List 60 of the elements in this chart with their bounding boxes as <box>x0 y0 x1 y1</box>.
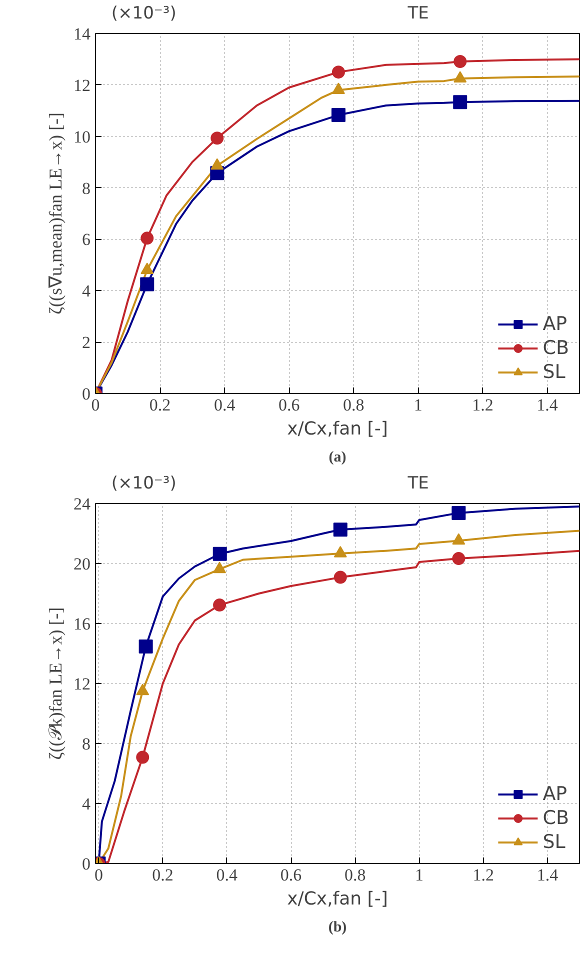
y-tick-label: 6 <box>82 230 90 250</box>
y-tick-label: 16 <box>74 614 90 634</box>
x-tick-label: 0.8 <box>344 866 366 884</box>
point <box>331 108 346 122</box>
point <box>452 552 466 566</box>
point <box>212 546 227 561</box>
x-tick-label: 1.2 <box>472 866 494 884</box>
x-axis-title: x/Cx,fan [-] <box>287 888 388 910</box>
x-tick-label: 1.4 <box>536 866 559 884</box>
x-tick-label: 0.6 <box>278 396 300 414</box>
point <box>210 158 224 170</box>
y-tick-label: 12 <box>74 674 90 694</box>
x-tick-label: 1 <box>414 396 422 414</box>
x-tick-label: 0 <box>94 866 103 884</box>
point <box>213 598 226 612</box>
point <box>332 66 345 79</box>
text: TE <box>406 474 429 494</box>
legend-label: CB <box>542 807 569 829</box>
x-tick-label: 0.6 <box>280 866 302 884</box>
legend-label: SL <box>542 831 566 853</box>
x-tick-label: 1.2 <box>472 396 494 414</box>
legend-label: SL <box>542 361 566 383</box>
y-tick-label: 4 <box>82 282 91 301</box>
x-axis-title: x/Cx,fan [-] <box>287 418 388 440</box>
y-tick-label: 2 <box>82 333 90 352</box>
x-tick-label: 0.4 <box>216 866 238 884</box>
legend-label: CB <box>542 337 569 359</box>
y-tick-label: 8 <box>82 734 90 754</box>
point <box>454 55 467 68</box>
point <box>453 95 468 110</box>
text: (b) <box>328 920 347 936</box>
point <box>140 262 154 274</box>
y-tick-label: 20 <box>74 554 90 574</box>
x-tick-label: 0.4 <box>214 396 236 414</box>
point <box>452 506 466 520</box>
text: (×10⁻³) <box>111 474 176 494</box>
point <box>213 562 226 574</box>
point <box>138 639 153 654</box>
point <box>136 684 150 696</box>
y-axis-title: ζ((s∇u,mean)fan LE→x) [-] <box>46 112 66 314</box>
text: (a) <box>328 450 346 466</box>
point <box>333 522 348 537</box>
point <box>210 132 224 145</box>
legend-label: AP <box>542 313 568 335</box>
x-tick-label: 0.2 <box>149 396 171 414</box>
y-tick-label: 10 <box>74 127 90 146</box>
y-tick-label: 12 <box>74 76 90 95</box>
point <box>334 570 347 584</box>
x-tick-label: 0.8 <box>343 396 364 414</box>
y-tick-label: 4 <box>82 794 91 814</box>
y-tick-label: 8 <box>82 178 90 198</box>
y-tick-label: 14 <box>74 24 91 44</box>
x-tick-label: 0.2 <box>152 866 174 884</box>
y-axis-title: ζ((𝒫k)fan LE→x) [-] <box>46 607 66 760</box>
x-tick-label: 1.4 <box>536 396 558 414</box>
text: TE <box>406 4 429 24</box>
y-tick-label: 24 <box>74 494 91 514</box>
x-tick-label: 1 <box>414 866 424 884</box>
text: (×10⁻³) <box>111 4 176 24</box>
legend-label: AP <box>542 783 568 805</box>
